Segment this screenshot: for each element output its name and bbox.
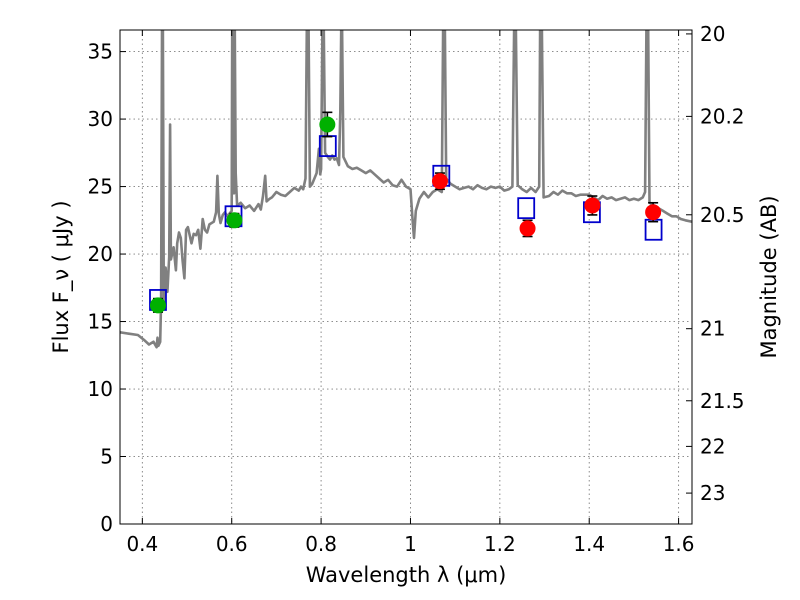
nir-data-point — [519, 220, 536, 237]
y-axis-label: Flux F_ν ( μJy ) — [49, 200, 74, 353]
right-tick-label: 21 — [700, 317, 725, 341]
right-tick-label: 20.5 — [700, 203, 745, 227]
x-tick-label: 0.4 — [126, 532, 158, 556]
y-tick-label: 5 — [100, 445, 113, 469]
x-tick-label: 1.4 — [573, 532, 605, 556]
plot-background — [120, 30, 692, 524]
right-tick-label: 20 — [700, 22, 725, 46]
photometry-points — [149, 111, 663, 314]
y-tick-label: 30 — [88, 107, 113, 131]
right-axis-label: Magnitude (AB) — [757, 195, 781, 358]
model-spectrum-line — [120, 30, 692, 349]
optical-data-point — [226, 212, 243, 229]
x-tick-label: 0.8 — [305, 532, 337, 556]
right-tick-label: 23 — [700, 481, 725, 505]
y-tick-label: 0 — [100, 512, 113, 536]
optical-data-point — [149, 297, 166, 314]
x-tick-label: 1.2 — [484, 532, 516, 556]
right-tick-label: 20.2 — [700, 104, 745, 128]
plot-frame — [119, 29, 693, 525]
y-tick-label: 20 — [88, 242, 113, 266]
axis-ticks — [120, 30, 692, 525]
y-tick-label: 25 — [88, 175, 113, 199]
nir-data-point — [584, 197, 601, 214]
y-tick-label: 10 — [88, 377, 113, 401]
x-tick-label: 1 — [404, 532, 417, 556]
y-tick-label: 35 — [88, 40, 113, 64]
x-tick-label: 0.6 — [216, 532, 248, 556]
x-axis-label: Wavelength λ (μm) — [306, 563, 507, 587]
y-tick-label: 15 — [88, 310, 113, 334]
right-tick-label: 21.5 — [700, 389, 745, 413]
model-spectrum-layer — [120, 30, 692, 349]
nir-data-point — [431, 173, 448, 190]
optical-data-point — [319, 116, 336, 133]
tick-labels: 0.4 0.6 0.8 1 1.2 1.4 1.6 0 5 10 15 20 25 30 35 20 20.2 2… — [88, 22, 745, 556]
model-photometry-square — [517, 197, 536, 220]
nir-data-point — [645, 204, 662, 221]
x-tick-label: 1.6 — [663, 532, 695, 556]
right-tick-label: 22 — [700, 434, 725, 458]
